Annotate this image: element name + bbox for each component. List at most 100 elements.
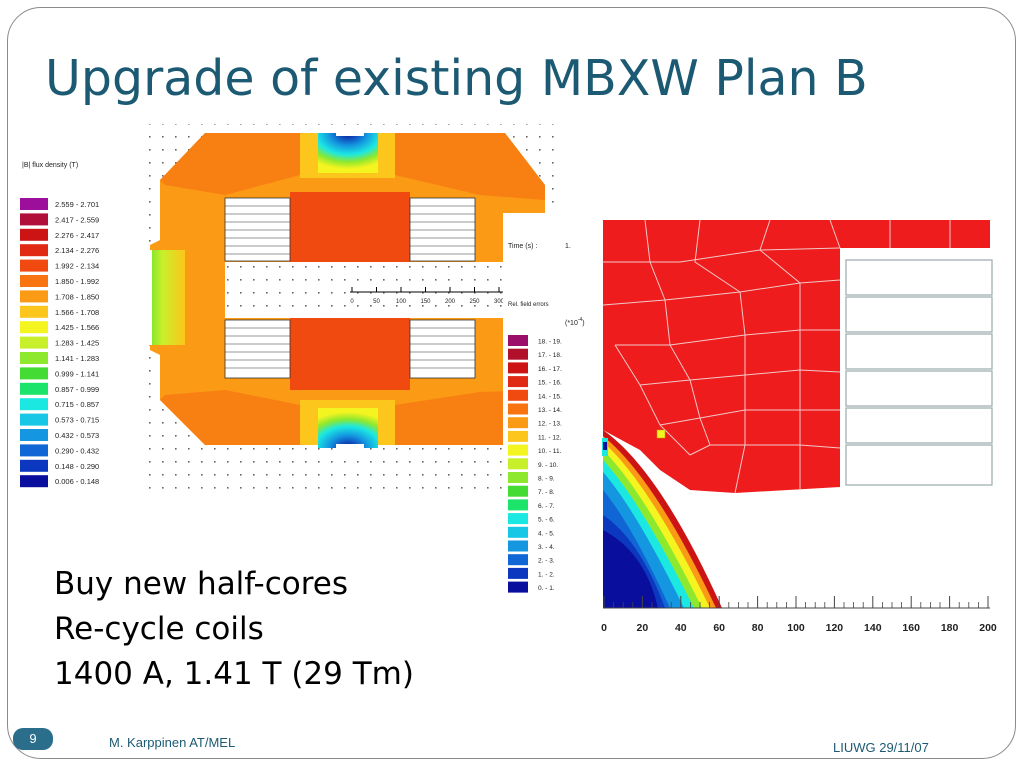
error-legend-swatch xyxy=(508,540,528,552)
error-legend-swatch xyxy=(508,472,528,483)
flux-legend-swatch xyxy=(20,382,48,395)
flux-legend-label: 0.290 - 0.432 xyxy=(55,446,99,455)
flux-legend-label: 2.417 - 2.559 xyxy=(55,215,99,224)
date-label: LIUWG 29/11/07 xyxy=(833,740,929,755)
error-legend-label: 13. - 14. xyxy=(538,407,562,414)
scale-tick-label: 300 xyxy=(494,299,505,305)
flux-legend-swatch xyxy=(20,367,48,380)
flux-legend-label: 0.432 - 0.573 xyxy=(55,431,99,440)
error-legend-swatch xyxy=(508,348,528,360)
error-legend-label: 5. - 6. xyxy=(538,517,555,524)
flux-legend-label: 0.999 - 1.141 xyxy=(55,369,99,378)
error-legend-label: 10. - 11. xyxy=(538,448,562,455)
error-legend-swatch xyxy=(508,389,528,401)
axis-tick-label: 100 xyxy=(787,622,805,634)
error-legend-swatch xyxy=(508,430,528,442)
axis-tick-label: 40 xyxy=(675,622,687,634)
error-legend-label: 3. - 4. xyxy=(538,544,555,551)
scale-tick-label: 100 xyxy=(396,299,407,305)
field-minimum-top xyxy=(318,133,378,173)
yoke-notch xyxy=(336,126,364,136)
flux-legend-label: 1.850 - 1.992 xyxy=(55,277,99,286)
error-legend-label: 12. - 13. xyxy=(538,421,562,428)
error-legend-label: 11. - 12. xyxy=(538,434,562,441)
error-legend-swatch xyxy=(508,526,528,538)
error-legend-swatch xyxy=(508,362,528,374)
flux-legend-label: 2.276 - 2.417 xyxy=(55,231,99,240)
flux-legend-swatch xyxy=(20,459,48,472)
error-legend-swatch xyxy=(508,335,528,346)
error-legend-swatch xyxy=(508,403,528,415)
error-legend-swatch xyxy=(508,458,528,470)
error-legend-swatch xyxy=(508,581,528,593)
length-scale: 0 50 100 150 200 250 300 xyxy=(350,287,505,305)
error-legend-label: 2. - 3. xyxy=(538,558,555,565)
yoke-shade xyxy=(390,133,545,200)
flux-legend-label: 1.566 - 1.708 xyxy=(55,308,99,317)
flux-legend-label: 0.857 - 0.999 xyxy=(55,385,99,394)
flux-legend-label: 1.992 - 2.134 xyxy=(55,262,99,271)
flux-legend-swatch xyxy=(20,213,48,226)
bullet-list: Buy new half-cores Re-cycle coils 1400 A… xyxy=(54,562,414,697)
time-value: 1. xyxy=(565,243,571,250)
errors-unit-close: ) xyxy=(582,320,584,327)
error-legend-label: 9. - 10. xyxy=(538,462,558,469)
x-axis: 0 20 40 60 80 100 120 140 160 180 200 xyxy=(601,596,997,634)
flux-legend-swatch xyxy=(20,444,48,457)
axis-tick-label: 120 xyxy=(826,622,844,634)
flux-legend-label: 1.141 - 1.283 xyxy=(55,354,99,363)
scale-tick-label: 0 xyxy=(350,299,354,305)
scale-tick-label: 250 xyxy=(469,299,480,305)
scale-tick-label: 50 xyxy=(373,299,380,305)
error-legend-swatch xyxy=(508,485,528,497)
slide-title: Upgrade of existing MBXW Plan B xyxy=(45,50,868,107)
flux-legend-swatch xyxy=(20,305,48,318)
axis-tick-label: 200 xyxy=(979,622,997,634)
axis-tick-label: 80 xyxy=(752,622,764,634)
iron-region xyxy=(603,220,990,493)
error-legend-swatch xyxy=(508,376,528,388)
flux-legend-swatch xyxy=(20,413,48,426)
error-legend-label: 8. - 9. xyxy=(538,476,555,483)
flux-legend-label: 0.006 - 0.148 xyxy=(55,477,99,486)
flux-legend-swatch xyxy=(20,398,48,411)
time-label: Time (s) : xyxy=(508,243,537,250)
field-minimum-bottom xyxy=(318,408,378,448)
errors-unit-base: (*10 xyxy=(565,320,578,327)
error-legend-label: 0. - 1. xyxy=(538,585,555,592)
author-label: M. Karppinen AT/MEL xyxy=(109,735,236,750)
error-legend-label: 16. - 17. xyxy=(538,366,562,373)
pole-lower xyxy=(290,318,410,390)
error-legend-swatch xyxy=(508,444,528,456)
coil-lower-right xyxy=(409,319,476,379)
flux-legend-label: 0.715 - 0.857 xyxy=(55,400,99,409)
bullet-item: Re-cycle coils xyxy=(54,611,264,647)
flux-legend-swatch xyxy=(20,475,48,488)
scale-tick-label: 150 xyxy=(420,299,431,305)
good-field-region xyxy=(602,430,722,608)
error-legend-label: 4. - 5. xyxy=(538,530,555,537)
error-legend-swatch xyxy=(508,499,528,511)
error-legend-swatch xyxy=(508,513,528,525)
axis-tick-label: 180 xyxy=(941,622,959,634)
flux-legend-swatch xyxy=(20,321,48,334)
coil-upper-right xyxy=(409,197,476,262)
error-legend-label: 17. - 18. xyxy=(538,352,562,359)
flux-legend-swatch xyxy=(20,198,48,210)
yoke-notch xyxy=(336,444,364,454)
slide-frame xyxy=(7,7,1016,759)
bullet-item: Buy new half-cores xyxy=(54,566,349,602)
error-marker xyxy=(656,429,666,439)
flux-legend-swatch xyxy=(20,290,48,303)
flux-legend-label: 2.134 - 2.276 xyxy=(55,246,99,255)
error-legend-swatch xyxy=(508,554,528,566)
flux-legend-swatch xyxy=(20,228,48,241)
flux-legend-swatch xyxy=(20,275,48,287)
flux-legend: 2.559 - 2.701 2.417 - 2.559 2.276 - 2.417 2… xyxy=(20,198,99,488)
flux-legend-label: 1.283 - 1.425 xyxy=(55,339,99,348)
axis-tick-label: 60 xyxy=(713,622,725,634)
error-legend-label: 14. - 15. xyxy=(538,393,562,400)
flux-legend-swatch xyxy=(20,429,48,441)
axis-tick-label: 20 xyxy=(637,622,649,634)
